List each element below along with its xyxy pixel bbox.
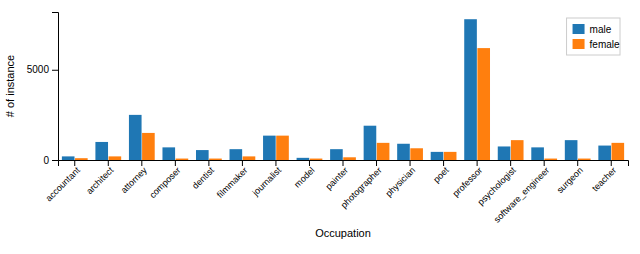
x-tick: filmmaker [215, 160, 250, 200]
bar [410, 148, 423, 160]
bar [477, 48, 490, 160]
bar-series [75, 48, 624, 160]
bar [276, 136, 289, 160]
bar [230, 149, 243, 160]
x-tick-label: filmmaker [215, 165, 250, 200]
x-tick-label: software_engineer [492, 165, 551, 224]
bar [330, 149, 343, 160]
y-tick-label: 5000 [27, 64, 50, 75]
y-tick-mark [52, 160, 58, 161]
axis-domain [52, 13, 59, 161]
x-tick-label: surgeon [555, 165, 585, 195]
bar [162, 147, 175, 160]
bar [243, 156, 256, 160]
x-tick: software_engineer [492, 160, 551, 225]
x-tick-label: photographer [339, 165, 384, 210]
bar [565, 140, 578, 160]
legend-label: male [590, 24, 612, 35]
plot: accountantarchitectattorneycomposer denti… [27, 13, 629, 225]
bar [75, 158, 88, 160]
bar [209, 159, 222, 160]
bar [431, 152, 444, 160]
legend-box [567, 18, 620, 55]
x-tick-label: dentist [190, 165, 216, 191]
x-tick-label: professor [451, 165, 485, 199]
bars [62, 19, 624, 160]
bar [109, 156, 122, 160]
x-tick-label: accountant [44, 165, 83, 204]
bar [611, 143, 624, 160]
bar [176, 159, 189, 160]
bar [464, 19, 477, 160]
x-tick-label: composer [147, 165, 182, 200]
bar [95, 142, 108, 160]
x-tick-label: model [292, 165, 316, 189]
y-axis: 0 5000 [27, 13, 59, 166]
bar [310, 159, 323, 160]
y-tick: 5000 [27, 64, 58, 75]
y-tick: 0 [43, 155, 58, 166]
bar [129, 115, 142, 160]
bar [578, 159, 591, 160]
x-tick: physician [384, 160, 418, 199]
x-tick: surgeon [555, 160, 585, 195]
legend-item: male [573, 24, 612, 35]
x-tick: attorney [119, 160, 149, 195]
bar [531, 147, 544, 160]
x-axis: accountantarchitectattorneycomposer denti… [44, 160, 629, 225]
bar [196, 150, 209, 160]
x-tick: poet [431, 160, 451, 185]
x-tick: teacher [590, 160, 618, 193]
x-tick: model [292, 160, 316, 190]
x-axis-title: Occupation [315, 227, 371, 239]
x-tick: photographer [339, 160, 384, 210]
legend: male female [567, 18, 620, 55]
x-tick-label: journalist [250, 165, 284, 199]
legend-swatch [573, 24, 585, 34]
bar [598, 146, 611, 160]
bar [297, 158, 310, 160]
x-tick-label: poet [431, 165, 451, 185]
y-axis-title: # of instance [4, 55, 16, 117]
bar [511, 140, 524, 160]
bar [377, 143, 390, 160]
bar [544, 159, 557, 160]
bar [142, 133, 155, 160]
x-tick-label: attorney [119, 165, 149, 195]
x-tick: accountant [44, 160, 83, 203]
bar [498, 146, 511, 160]
bar-series [62, 19, 611, 160]
bar [62, 156, 75, 160]
x-tick-label: architect [84, 165, 115, 196]
bar [444, 152, 457, 160]
x-tick: composer [147, 160, 182, 200]
bar [397, 144, 410, 160]
x-tick: journalist [250, 160, 284, 198]
bar [343, 157, 356, 160]
legend-swatch [573, 39, 585, 49]
y-tick-mark [52, 70, 58, 71]
legend-label: female [590, 39, 620, 50]
chart: accountantarchitectattorneycomposer denti… [0, 0, 640, 254]
x-tick-label: physician [384, 165, 418, 199]
x-tick: professor [451, 160, 485, 199]
x-tick-label: painter [324, 165, 351, 192]
x-tick: architect [84, 160, 115, 196]
y-tick-label: 0 [43, 155, 49, 166]
legend-item: female [573, 39, 620, 50]
x-tick: dentist [190, 160, 216, 191]
bar [364, 126, 377, 160]
bar [263, 136, 276, 160]
x-tick-label: teacher [590, 165, 618, 193]
x-tick: painter [324, 160, 351, 192]
